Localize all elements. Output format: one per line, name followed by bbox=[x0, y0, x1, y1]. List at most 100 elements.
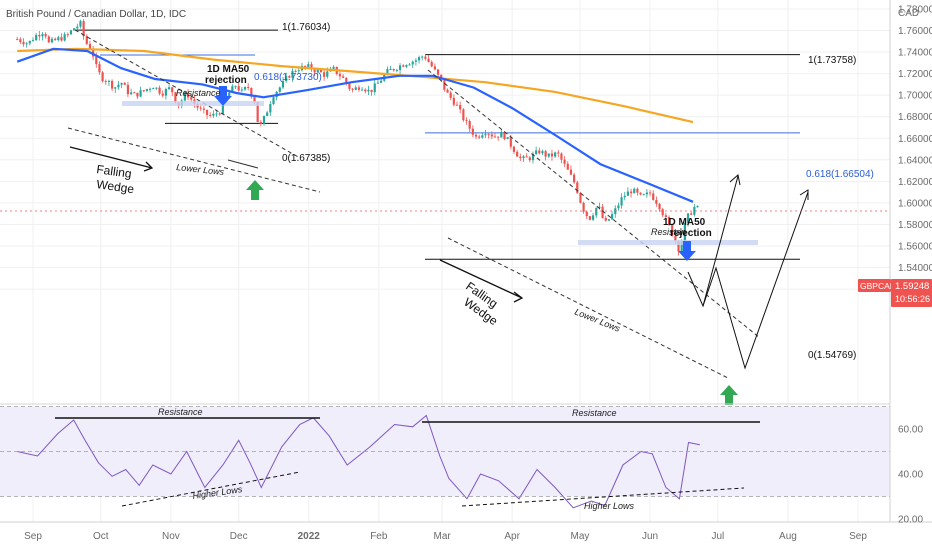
candle-body bbox=[573, 174, 576, 183]
candle-body bbox=[563, 159, 566, 164]
candle-body bbox=[60, 37, 63, 41]
candle-body bbox=[674, 235, 677, 242]
time-axis[interactable]: Sep Oct Nov Dec 2022 Feb Mar Apr May Jun Jul Aug Sep bbox=[24, 531, 867, 542]
fib-labels: 1(1.76034) 0.618(1.73730) 0(1.67385) 1(1… bbox=[254, 22, 874, 361]
candle-body bbox=[636, 188, 639, 193]
candle-body bbox=[114, 87, 117, 89]
candle-body bbox=[620, 197, 623, 206]
candle-body bbox=[629, 191, 633, 194]
time-tick: Nov bbox=[162, 531, 180, 542]
candle-body bbox=[145, 89, 149, 91]
candle-body bbox=[54, 38, 57, 41]
candle-body bbox=[142, 90, 145, 92]
candle-body bbox=[405, 65, 408, 67]
candle-body bbox=[221, 102, 224, 114]
candle-body bbox=[183, 92, 186, 101]
candle-body bbox=[256, 102, 259, 122]
ma50-rejection-label-1a: 1D MA50 bbox=[207, 64, 250, 75]
candle-body bbox=[231, 86, 234, 93]
candle-body bbox=[348, 83, 351, 89]
rsi-resistance-label-2: Resistance bbox=[572, 408, 617, 418]
candle-body bbox=[171, 87, 174, 93]
candle-body bbox=[85, 36, 88, 44]
candle-body bbox=[228, 92, 231, 98]
candle-body bbox=[98, 64, 101, 73]
fib-label-1: 1(1.76034) bbox=[282, 22, 330, 33]
falling-wedge-label-1b: Wedge bbox=[96, 177, 136, 196]
candle-body bbox=[560, 153, 563, 160]
candle-body bbox=[215, 113, 218, 115]
wedge-lower-line-2 bbox=[447, 237, 729, 379]
candle-body bbox=[655, 199, 658, 204]
support-arrow-2 bbox=[720, 385, 738, 405]
candle-body bbox=[582, 202, 585, 212]
candle-body bbox=[459, 105, 462, 110]
wedge-pointer-arrow-1 bbox=[69, 146, 154, 172]
candle-body bbox=[544, 151, 547, 157]
candle-body bbox=[554, 152, 557, 157]
wedge-lower-line-1 bbox=[67, 127, 321, 193]
candle-body bbox=[234, 86, 237, 88]
candle-body bbox=[294, 70, 297, 72]
candle-body bbox=[503, 131, 506, 139]
candle-body bbox=[610, 214, 614, 220]
candle-body bbox=[392, 68, 395, 71]
candle-body bbox=[281, 81, 285, 88]
candle-body bbox=[76, 26, 79, 29]
candle-body bbox=[28, 40, 31, 44]
candle-body bbox=[402, 65, 405, 67]
time-tick: Dec bbox=[230, 531, 248, 542]
price-tick: 1.60000 bbox=[898, 198, 932, 209]
candle-body bbox=[174, 92, 177, 103]
candle-body bbox=[73, 28, 76, 31]
candle-body bbox=[547, 153, 550, 157]
candle-body bbox=[411, 61, 414, 65]
candle-body bbox=[379, 80, 383, 83]
rejection-arrow-1 bbox=[214, 86, 232, 106]
candle-body bbox=[535, 150, 538, 155]
time-tick: Oct bbox=[93, 531, 109, 542]
candle-body bbox=[126, 84, 130, 95]
candle-body bbox=[408, 64, 411, 66]
candle-body bbox=[310, 64, 313, 70]
candle-body bbox=[136, 92, 139, 97]
candle-body bbox=[38, 34, 41, 37]
candle-body bbox=[57, 37, 60, 41]
candle-body bbox=[205, 109, 209, 115]
candle-body bbox=[506, 137, 509, 139]
candle-body bbox=[386, 69, 389, 75]
ma50-zone-1 bbox=[227, 159, 259, 169]
ma50-rejection-label-1b: rejection bbox=[205, 75, 247, 86]
candle-body bbox=[285, 76, 288, 82]
candle-body bbox=[519, 156, 522, 159]
candle-body bbox=[677, 241, 680, 252]
candle-body bbox=[291, 70, 294, 78]
candle-body bbox=[427, 58, 430, 63]
candle-body bbox=[478, 136, 481, 138]
time-tick: Jun bbox=[642, 531, 658, 542]
rejection-arrow-2 bbox=[678, 241, 696, 261]
candle-body bbox=[566, 163, 569, 170]
price-tick: 1.70000 bbox=[898, 91, 932, 102]
candle-body bbox=[680, 240, 683, 252]
candle-body bbox=[395, 70, 399, 72]
candle-body bbox=[557, 152, 560, 154]
price-axis[interactable]: 1.78000 1.76000 1.74000 1.72000 1.70000 1.680… bbox=[898, 4, 932, 295]
candle-body bbox=[652, 193, 655, 200]
candle-body bbox=[452, 97, 455, 105]
time-tick: Sep bbox=[849, 531, 867, 542]
candle-body bbox=[148, 88, 152, 90]
candle-body bbox=[338, 73, 342, 77]
candle-body bbox=[474, 134, 478, 137]
candle-body bbox=[158, 87, 161, 94]
candle-body bbox=[623, 195, 626, 198]
candle-body bbox=[569, 169, 573, 175]
candle-body bbox=[35, 34, 38, 41]
time-tick: 2022 bbox=[298, 531, 321, 542]
rsi-tick: 20.00 bbox=[898, 515, 923, 526]
fib-label-3: 0(1.67385) bbox=[282, 153, 330, 164]
price-tick: 1.58000 bbox=[898, 220, 932, 231]
rsi-axis: 60.00 40.00 20.00 bbox=[898, 425, 923, 526]
candle-body bbox=[591, 215, 595, 220]
